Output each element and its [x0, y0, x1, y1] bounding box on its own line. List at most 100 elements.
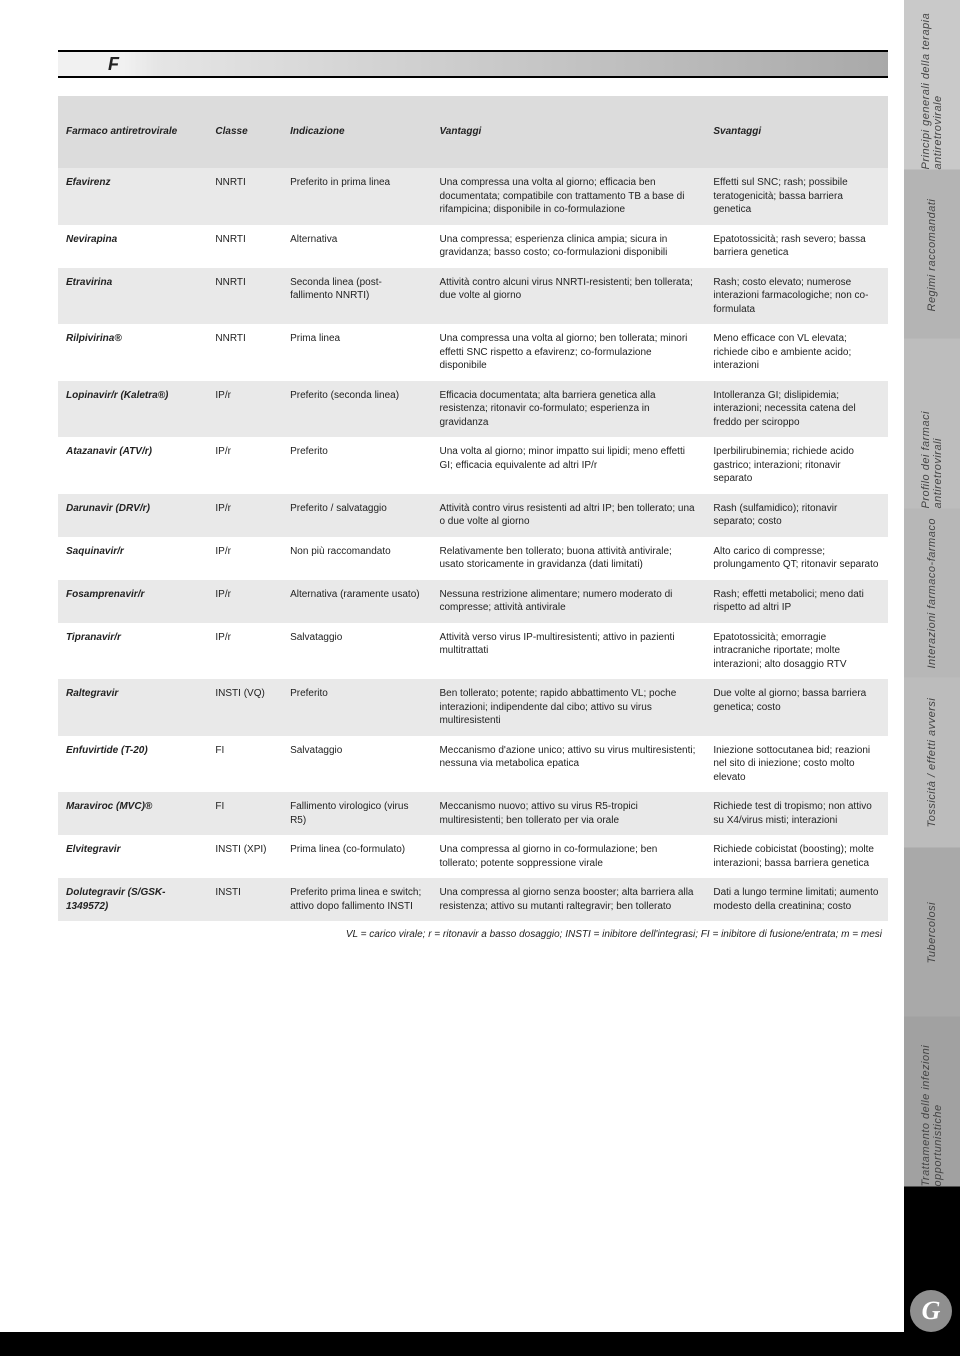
cell-indication: Alternativa — [282, 225, 431, 268]
cell-type: IP/r — [207, 623, 282, 680]
cell-indication: Preferito / salvataggio — [282, 494, 431, 537]
cell-type: NNRTI — [207, 225, 282, 268]
cell-name: Saquinavir/r — [58, 537, 207, 580]
cell-advantage: Nessuna restrizione alimentare; numero m… — [431, 580, 705, 623]
cell-type: NNRTI — [207, 168, 282, 225]
side-tab-6[interactable]: Trattamento delle infezioni opportunisti… — [904, 1017, 960, 1187]
table-row: Enfuvirtide (T-20)FISalvataggioMeccanism… — [58, 736, 888, 793]
footer-black-bar — [0, 1332, 960, 1356]
side-tab-0[interactable]: Principi generali della terapia antiretr… — [904, 0, 960, 170]
cell-indication: Alternativa (raramente usato) — [282, 580, 431, 623]
cell-advantage: Una volta al giorno; minor impatto sui l… — [431, 437, 705, 494]
table-row: EfavirenzNNRTIPreferito in prima lineaUn… — [58, 168, 888, 225]
cell-disadvantage: Alto carico di compresse; prolungamento … — [705, 537, 888, 580]
table-row: RaltegravirINSTI (VQ)PreferitoBen toller… — [58, 679, 888, 736]
table-row: Rilpivirina®NNRTIPrima lineaUna compress… — [58, 324, 888, 381]
cell-name: Etravirina — [58, 268, 207, 325]
side-tab-5[interactable]: Tubercolosi — [904, 848, 960, 1018]
cell-type: IP/r — [207, 494, 282, 537]
cell-type: IP/r — [207, 437, 282, 494]
cell-name: Nevirapina — [58, 225, 207, 268]
side-tab-3[interactable]: Interazioni farmaco-farmaco — [904, 509, 960, 679]
section-header: F — [58, 50, 888, 78]
cell-advantage: Meccanismo d'azione unico; attivo su vir… — [431, 736, 705, 793]
cell-name: Raltegravir — [58, 679, 207, 736]
cell-advantage: Una compressa al giorno senza booster; a… — [431, 878, 705, 921]
cell-indication: Preferito (seconda linea) — [282, 381, 431, 438]
cell-disadvantage: Rash; costo elevato; numerose interazion… — [705, 268, 888, 325]
cell-type: NNRTI — [207, 268, 282, 325]
page-number: G — [922, 1296, 941, 1326]
cell-type: IP/r — [207, 537, 282, 580]
table-header-row: Farmaco antiretrovirale Classe Indicazio… — [58, 96, 888, 168]
cell-advantage: Attività contro virus resistenti ad altr… — [431, 494, 705, 537]
cell-name: Efavirenz — [58, 168, 207, 225]
cell-disadvantage: Epatotossicità; emorragie intracraniche … — [705, 623, 888, 680]
cell-disadvantage: Dati a lungo termine limitati; aumento m… — [705, 878, 888, 921]
cell-indication: Fallimento virologico (virus R5) — [282, 792, 431, 835]
cell-advantage: Ben tollerato; potente; rapido abbattime… — [431, 679, 705, 736]
table-footnote: VL = carico virale; r = ritonavir a bass… — [58, 929, 888, 940]
cell-name: Lopinavir/r (Kaletra®) — [58, 381, 207, 438]
cell-advantage: Una compressa una volta al giorno; ben t… — [431, 324, 705, 381]
cell-indication: Preferito — [282, 437, 431, 494]
cell-name: Atazanavir (ATV/r) — [58, 437, 207, 494]
cell-indication: Seconda linea (post-fallimento NNRTI) — [282, 268, 431, 325]
cell-disadvantage: Rash; effetti metabolici; meno dati risp… — [705, 580, 888, 623]
table-row: NevirapinaNNRTIAlternativaUna compressa;… — [58, 225, 888, 268]
cell-indication: Preferito in prima linea — [282, 168, 431, 225]
cell-name: Rilpivirina® — [58, 324, 207, 381]
cell-advantage: Attività verso virus IP-multiresistenti;… — [431, 623, 705, 680]
cell-advantage: Una compressa al giorno in co-formulazio… — [431, 835, 705, 878]
col-header-ind: Indicazione — [282, 96, 431, 168]
table-row: Tipranavir/rIP/rSalvataggioAttività vers… — [58, 623, 888, 680]
cell-type: IP/r — [207, 580, 282, 623]
cell-disadvantage: Intolleranza GI; dislipidemia; interazio… — [705, 381, 888, 438]
col-header-type: Classe — [207, 96, 282, 168]
cell-name: Darunavir (DRV/r) — [58, 494, 207, 537]
cell-name: Dolutegravir (S/GSK-1349572) — [58, 878, 207, 921]
col-header-adv: Vantaggi — [431, 96, 705, 168]
cell-name: Enfuvirtide (T-20) — [58, 736, 207, 793]
cell-indication: Prima linea (co-formulato) — [282, 835, 431, 878]
page-number-badge: G — [910, 1290, 952, 1332]
side-tab-2[interactable]: Profilo dei farmaci antiretrovirali — [904, 339, 960, 509]
cell-disadvantage: Iniezione sottocutanea bid; reazioni nel… — [705, 736, 888, 793]
side-tab-4[interactable]: Tossicità / effetti avversi — [904, 678, 960, 848]
table-row: Dolutegravir (S/GSK-1349572)INSTIPreferi… — [58, 878, 888, 921]
cell-advantage: Efficacia documentata; alta barriera gen… — [431, 381, 705, 438]
drug-comparison-table: Farmaco antiretrovirale Classe Indicazio… — [58, 96, 888, 921]
table-row: Lopinavir/r (Kaletra®)IP/rPreferito (sec… — [58, 381, 888, 438]
table-row: Darunavir (DRV/r)IP/rPreferito / salvata… — [58, 494, 888, 537]
cell-indication: Preferito prima linea e switch; attivo d… — [282, 878, 431, 921]
cell-indication: Prima linea — [282, 324, 431, 381]
cell-type: INSTI (XPI) — [207, 835, 282, 878]
side-tab-1[interactable]: Regimi raccomandati — [904, 170, 960, 340]
cell-name: Fosamprenavir/r — [58, 580, 207, 623]
cell-name: Maraviroc (MVC)® — [58, 792, 207, 835]
cell-disadvantage: Richiede cobicistat (boosting); molte in… — [705, 835, 888, 878]
table-row: EtravirinaNNRTISeconda linea (post-falli… — [58, 268, 888, 325]
cell-type: FI — [207, 736, 282, 793]
cell-name: Elvitegravir — [58, 835, 207, 878]
cell-type: IP/r — [207, 381, 282, 438]
side-tab-strip: Principi generali della terapia antiretr… — [904, 0, 960, 1356]
table-row: Maraviroc (MVC)®FIFallimento virologico … — [58, 792, 888, 835]
cell-advantage: Attività contro alcuni virus NNRTI-resis… — [431, 268, 705, 325]
cell-indication: Salvataggio — [282, 623, 431, 680]
cell-disadvantage: Epatotossicità; rash severo; bassa barri… — [705, 225, 888, 268]
table-row: Atazanavir (ATV/r)IP/rPreferitoUna volta… — [58, 437, 888, 494]
cell-disadvantage: Effetti sul SNC; rash; possibile teratog… — [705, 168, 888, 225]
cell-disadvantage: Richiede test di tropismo; non attivo su… — [705, 792, 888, 835]
cell-advantage: Una compressa; esperienza clinica ampia;… — [431, 225, 705, 268]
cell-name: Tipranavir/r — [58, 623, 207, 680]
cell-indication: Non più raccomandato — [282, 537, 431, 580]
cell-type: INSTI — [207, 878, 282, 921]
cell-indication: Salvataggio — [282, 736, 431, 793]
cell-advantage: Meccanismo nuovo; attivo su virus R5-tro… — [431, 792, 705, 835]
cell-advantage: Relativamente ben tollerato; buona attiv… — [431, 537, 705, 580]
cell-type: NNRTI — [207, 324, 282, 381]
table-row: ElvitegravirINSTI (XPI)Prima linea (co-f… — [58, 835, 888, 878]
col-header-name: Farmaco antiretrovirale — [58, 96, 207, 168]
cell-disadvantage: Due volte al giorno; bassa barriera gene… — [705, 679, 888, 736]
